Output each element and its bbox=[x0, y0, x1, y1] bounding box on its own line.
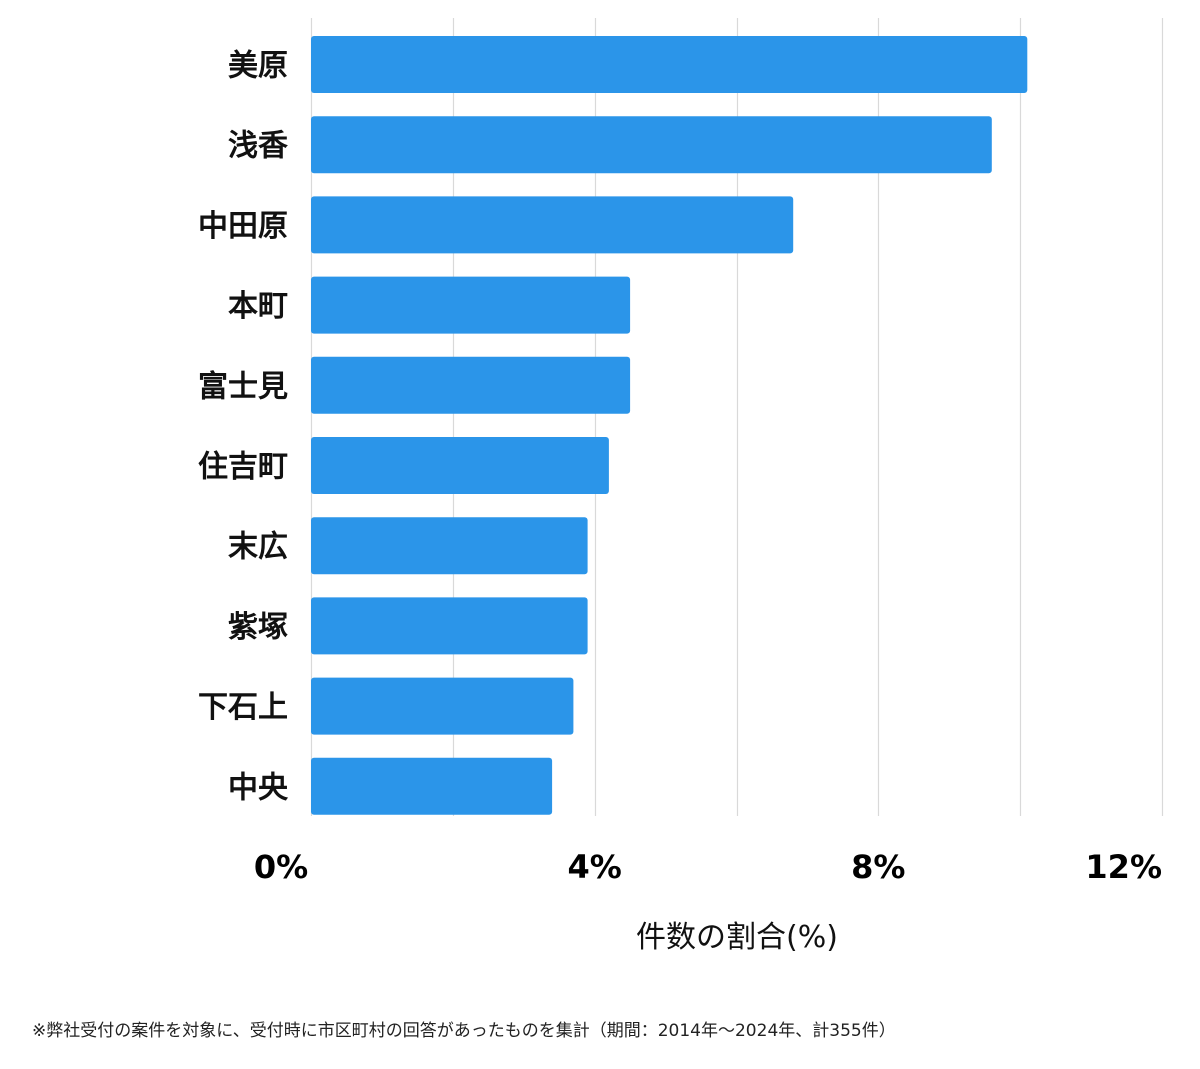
bar bbox=[311, 597, 588, 655]
bar bbox=[311, 437, 609, 494]
bar bbox=[311, 677, 574, 735]
x-tick-labels: 0% 4% 8% 12% bbox=[254, 848, 1162, 886]
bar bbox=[311, 36, 1028, 93]
category-label: 本町 bbox=[228, 289, 288, 324]
category-label: 浅香 bbox=[228, 129, 288, 164]
category-label: 末広 bbox=[228, 530, 288, 565]
bar bbox=[311, 276, 631, 334]
bar bbox=[311, 757, 553, 815]
x-tick-label: 0% bbox=[254, 848, 308, 886]
x-axis-title: 件数の割合(%) bbox=[636, 920, 838, 955]
bar bbox=[311, 517, 588, 575]
footnote: ※弊社受付の案件を対象に、受付時に市区町村の回答があったものを集計（期間：201… bbox=[32, 1021, 896, 1041]
category-label: 下石上 bbox=[198, 690, 288, 725]
x-tick-label: 12% bbox=[1085, 848, 1162, 886]
category-label: 美原 bbox=[228, 49, 288, 84]
bars bbox=[311, 36, 1028, 815]
category-label: 中央 bbox=[228, 770, 289, 805]
bar bbox=[311, 116, 992, 174]
x-tick-label: 4% bbox=[568, 848, 622, 886]
bar bbox=[311, 356, 631, 414]
category-label: 富士見 bbox=[198, 369, 288, 404]
category-label: 住吉町 bbox=[198, 450, 288, 485]
x-tick-label: 8% bbox=[851, 848, 905, 886]
category-label: 紫塚 bbox=[228, 610, 288, 645]
category-label: 中田原 bbox=[198, 209, 288, 244]
bar bbox=[311, 196, 794, 254]
